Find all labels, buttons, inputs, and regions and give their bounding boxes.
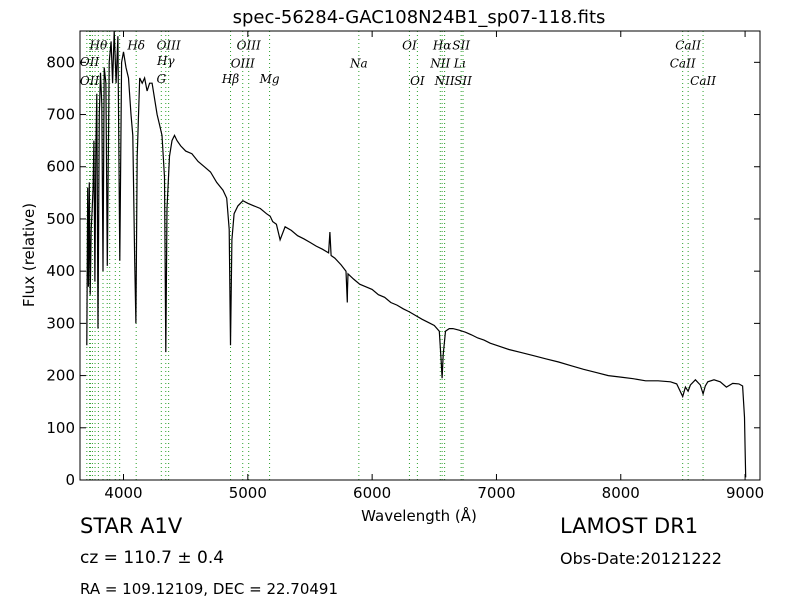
line-label-20: CaII <box>675 38 701 52</box>
line-label-11: Na <box>349 57 368 71</box>
y-tick-label-200: 200 <box>46 367 75 385</box>
line-label-15: SII <box>452 38 470 52</box>
line-label-21: CaII <box>670 57 696 71</box>
x-tick-label-7000: 7000 <box>477 484 515 502</box>
y-tick-label-100: 100 <box>46 419 75 437</box>
survey-name: LAMOST DR1 <box>560 514 699 538</box>
line-label-1: OII <box>80 55 100 69</box>
line-markers <box>86 31 704 480</box>
y-tick-label-300: 300 <box>46 314 75 332</box>
x-axis-label: Wavelength (Å) <box>361 506 477 525</box>
y-tick-label-0: 0 <box>65 471 75 489</box>
line-label-10: Mg <box>259 72 280 86</box>
sky-coordinates: RA = 109.12109, DEC = 22.70491 <box>80 580 339 598</box>
chart-title: spec-56284-GAC108N24B1_sp07-118.fits <box>233 7 606 28</box>
line-label-12: OI <box>402 38 417 52</box>
object-class: STAR A1V <box>80 514 183 538</box>
line-label-14: Hα <box>432 38 452 52</box>
x-tick-label-9000: 9000 <box>726 484 764 502</box>
y-tick-label-600: 600 <box>46 158 75 176</box>
line-label-0: Hθ <box>89 38 108 52</box>
observation-date: Obs-Date:20121222 <box>560 549 722 568</box>
line-label-19: SII <box>454 74 472 88</box>
line-label-9: Hβ <box>221 72 239 86</box>
line-label-22: CaII <box>690 74 716 88</box>
y-tick-label-800: 800 <box>46 53 75 71</box>
line-label-5: Hγ <box>156 54 175 68</box>
line-label-3: Hδ <box>126 38 145 52</box>
line-label-13: OI <box>410 74 425 88</box>
line-label-17: Lι <box>453 57 467 71</box>
x-tick-label-5000: 5000 <box>229 484 267 502</box>
y-tick-label-700: 700 <box>46 106 75 124</box>
line-label-16: NII <box>429 57 450 71</box>
line-label-4: OIII <box>157 38 181 52</box>
x-axis: 4000 5000 6000 7000 8000 9000 <box>104 31 764 502</box>
redshift-value: cz = 110.7 ± 0.4 <box>80 548 225 568</box>
y-axis-label: Flux (relative) <box>20 203 38 307</box>
line-label-7: OIII <box>237 38 261 52</box>
x-tick-label-4000: 4000 <box>104 484 142 502</box>
line-label-8: OIII <box>231 57 255 71</box>
y-tick-label-500: 500 <box>46 210 75 228</box>
plot-frame <box>79 30 761 481</box>
spectrum-line <box>86 30 747 478</box>
line-label-18: NII <box>434 74 455 88</box>
x-tick-label-8000: 8000 <box>602 484 640 502</box>
y-axis: 0 100 200 300 400 500 600 700 800 <box>46 53 760 489</box>
line-label-6: G <box>157 72 167 86</box>
x-tick-label-6000: 6000 <box>353 484 391 502</box>
y-tick-label-400: 400 <box>46 262 75 280</box>
line-label-2: OII <box>80 74 100 88</box>
